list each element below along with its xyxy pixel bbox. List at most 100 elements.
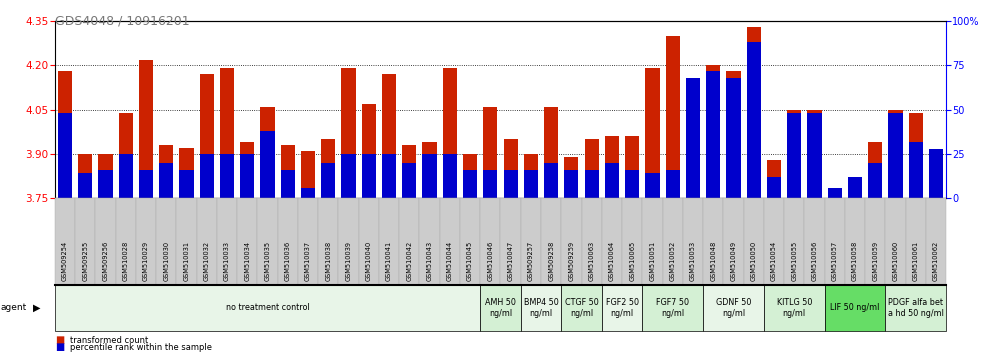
Bar — [869, 142, 882, 198]
Bar — [544, 107, 558, 198]
Bar — [119, 154, 132, 198]
Text: GSM510052: GSM510052 — [669, 241, 675, 281]
Text: GSM510039: GSM510039 — [346, 241, 352, 281]
Text: GSM510049: GSM510049 — [730, 241, 736, 281]
Bar — [281, 145, 295, 198]
Text: GSM510044: GSM510044 — [447, 241, 453, 281]
Bar — [848, 177, 863, 198]
Bar — [888, 113, 902, 198]
Bar — [645, 173, 659, 198]
Text: GSM510028: GSM510028 — [123, 241, 128, 281]
Bar — [767, 160, 781, 198]
Text: GSM510062: GSM510062 — [933, 241, 939, 281]
Bar — [138, 59, 153, 198]
Bar — [301, 151, 315, 198]
Text: GSM510041: GSM510041 — [386, 241, 392, 281]
Bar — [767, 177, 781, 198]
Bar — [342, 68, 356, 198]
Text: GSM510063: GSM510063 — [589, 241, 595, 281]
Bar — [645, 68, 659, 198]
Text: GSM510047: GSM510047 — [508, 241, 514, 281]
Bar — [78, 154, 93, 198]
Bar — [321, 163, 336, 198]
Bar — [159, 145, 173, 198]
Bar — [422, 142, 436, 198]
Bar — [342, 154, 356, 198]
Bar — [665, 36, 680, 198]
Bar — [504, 170, 518, 198]
Bar — [625, 170, 639, 198]
Text: GSM510043: GSM510043 — [426, 241, 432, 281]
Bar — [483, 170, 497, 198]
Text: GSM510046: GSM510046 — [487, 241, 493, 281]
Text: GSM510042: GSM510042 — [406, 241, 412, 281]
Bar — [443, 154, 457, 198]
Bar — [99, 170, 113, 198]
Text: ▶: ▶ — [33, 303, 41, 313]
Text: GSM510054: GSM510054 — [771, 241, 777, 281]
Bar — [260, 107, 275, 198]
Text: GSM509259: GSM509259 — [569, 241, 575, 281]
Bar — [382, 74, 396, 198]
Bar — [726, 72, 741, 198]
Bar — [665, 170, 680, 198]
Text: GSM509254: GSM509254 — [62, 241, 68, 281]
Bar — [179, 170, 193, 198]
Text: GSM509257: GSM509257 — [528, 241, 534, 281]
Bar — [585, 170, 599, 198]
Bar — [463, 170, 477, 198]
Text: GSM510055: GSM510055 — [791, 241, 797, 281]
Bar — [483, 107, 497, 198]
Text: GSM510064: GSM510064 — [609, 241, 615, 281]
Bar — [605, 136, 619, 198]
Text: FGF2 50
ng/ml: FGF2 50 ng/ml — [606, 298, 638, 318]
Bar — [808, 113, 822, 198]
Bar — [220, 68, 234, 198]
Bar — [929, 149, 943, 198]
Text: GSM510037: GSM510037 — [305, 241, 311, 281]
Text: GSM510056: GSM510056 — [812, 241, 818, 281]
Text: GSM510033: GSM510033 — [224, 241, 230, 281]
Bar — [402, 163, 416, 198]
Text: GSM510034: GSM510034 — [244, 241, 250, 281]
Bar — [301, 188, 315, 198]
Bar — [119, 113, 132, 198]
Text: GSM510032: GSM510032 — [204, 241, 210, 281]
Bar — [240, 154, 254, 198]
Bar — [321, 139, 336, 198]
Text: GSM510050: GSM510050 — [751, 241, 757, 281]
Bar — [565, 170, 579, 198]
Text: ■: ■ — [55, 342, 64, 352]
Text: GSM509258: GSM509258 — [548, 241, 554, 281]
Text: GSM510061: GSM510061 — [912, 241, 919, 281]
Text: GSM510029: GSM510029 — [143, 241, 149, 281]
Text: GSM510031: GSM510031 — [183, 241, 189, 281]
Bar — [929, 154, 943, 198]
Bar — [159, 163, 173, 198]
Text: ■: ■ — [55, 335, 64, 345]
Bar — [828, 188, 842, 198]
Text: no treatment control: no treatment control — [226, 303, 310, 313]
Bar — [362, 154, 375, 198]
Bar — [747, 27, 761, 198]
Bar — [220, 154, 234, 198]
Text: GSM510035: GSM510035 — [265, 241, 271, 281]
Bar — [281, 170, 295, 198]
Bar — [260, 131, 275, 198]
Bar — [605, 163, 619, 198]
Bar — [99, 154, 113, 198]
Bar — [199, 154, 214, 198]
Text: GSM510038: GSM510038 — [326, 241, 332, 281]
Bar — [686, 78, 700, 198]
Bar — [544, 163, 558, 198]
Text: percentile rank within the sample: percentile rank within the sample — [70, 343, 212, 352]
Text: GSM510040: GSM510040 — [366, 241, 372, 281]
Text: transformed count: transformed count — [70, 336, 148, 345]
Bar — [463, 154, 477, 198]
Bar — [565, 157, 579, 198]
Text: GSM510030: GSM510030 — [163, 241, 169, 281]
Text: GSM510057: GSM510057 — [832, 241, 838, 281]
Bar — [58, 113, 72, 198]
Text: GSM510065: GSM510065 — [629, 241, 635, 281]
Text: GSM510045: GSM510045 — [467, 241, 473, 281]
